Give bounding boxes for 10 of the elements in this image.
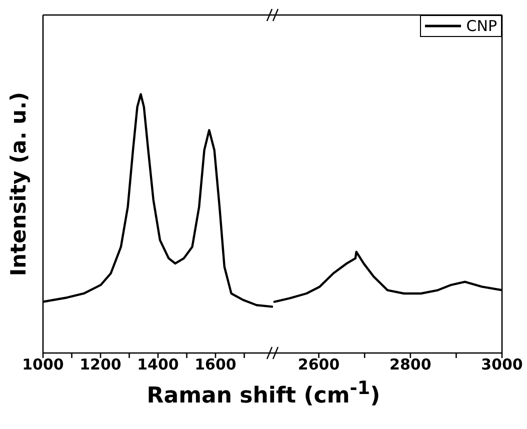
x-tick-label: 2600 xyxy=(298,356,340,374)
x-tick-label: 1000 xyxy=(22,356,64,374)
x-axis-title: Raman shift (cm$^{-1}$) xyxy=(146,378,382,408)
y-axis-title: Intensity (a. u.) xyxy=(6,92,31,276)
x-tick-label: 1400 xyxy=(137,356,179,374)
legend-label: CNP xyxy=(466,16,497,36)
x-tick-label: 2800 xyxy=(390,356,432,374)
x-tick-label: 1600 xyxy=(194,356,236,374)
x-tick-label: 3000 xyxy=(481,356,523,374)
x-tick-label: 1200 xyxy=(80,356,122,374)
